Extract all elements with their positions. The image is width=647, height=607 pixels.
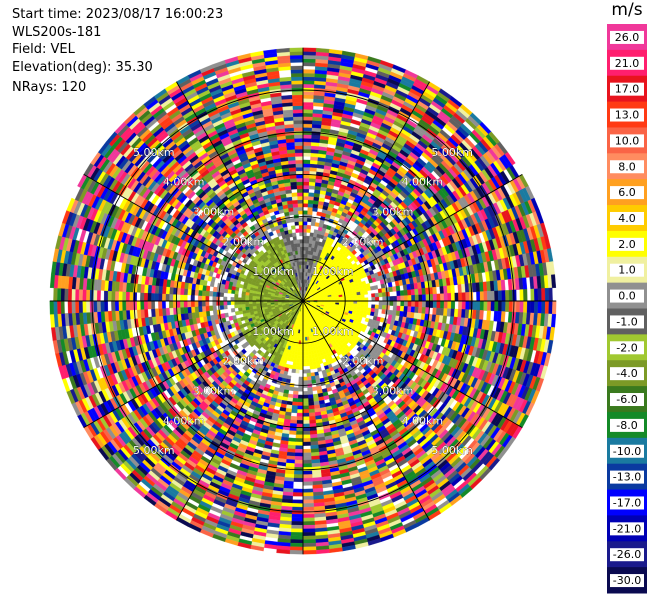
ring-label: 1.00km [312, 265, 354, 278]
instrument-label: WLS200s-181 [12, 24, 102, 40]
azimuth-spoke [302, 174, 523, 302]
colorbar-tick-bg [610, 134, 644, 148]
colorbar-tick-bg [610, 289, 644, 303]
ring-label: 4.00km [163, 176, 205, 189]
colorbar-tick-bg [610, 444, 644, 458]
ring-label: 4.00km [402, 176, 444, 189]
ring-label: 4.00km [163, 414, 205, 427]
colorbar-tick-bg [610, 263, 644, 277]
colorbar-tick-bg [610, 82, 644, 96]
azimuth-spoke [302, 300, 430, 521]
ring-label: 5.00km [431, 146, 473, 159]
nrays-label: NRays: 120 [12, 80, 87, 95]
colorbar-tick-bg [610, 160, 644, 174]
colorbar-tick-label: 13.0 [615, 109, 640, 122]
colorbar-tick-bg [610, 341, 644, 355]
azimuth-spoke [176, 81, 304, 302]
colorbar-tick-label: 6.0 [618, 186, 636, 199]
azimuth-spoke [83, 300, 304, 428]
colorbar-tick-label: 0.0 [618, 290, 636, 303]
azimuth-spoke [302, 300, 523, 428]
colorbar-tick-label: -4.0 [616, 367, 637, 380]
colorbar-tick-label: 10.0 [615, 134, 640, 147]
colorbar-tick-bg [610, 237, 644, 251]
colorbar-tick-bg [610, 548, 644, 562]
colorbar-tick-bg [610, 367, 644, 381]
colorbar-tick-label: 2.0 [618, 238, 636, 251]
colorbar-tick-label: -21.0 [613, 522, 641, 535]
start-time-label: Start time: 2023/08/17 16:00:23 [12, 7, 224, 22]
azimuth-spoke [83, 174, 304, 302]
field-label: Field: VEL [12, 42, 75, 57]
colorbar-tick-bg [610, 393, 644, 407]
colorbar-tick-label: -26.0 [613, 548, 641, 561]
colorbar-tick-bg [610, 496, 644, 510]
azimuth-spoke [302, 81, 430, 302]
ring-label: 4.00km [402, 414, 444, 427]
colorbar-tick-bg [610, 56, 644, 70]
colorbar-tick-label: -1.0 [616, 315, 637, 328]
colorbar-tick-bg [610, 211, 644, 225]
ring-label: 5.00km [133, 444, 175, 457]
colorbar-tick-label: 26.0 [615, 31, 640, 44]
colorbar-tick-label: 17.0 [615, 83, 640, 96]
azimuth-spoke [176, 300, 304, 521]
ring-label: 2.00km [223, 235, 265, 248]
azimuth-spokes [49, 47, 557, 555]
colorbar-tick-bg [610, 30, 644, 44]
ring-label: 1.00km [312, 325, 354, 338]
ring-label: 1.00km [252, 265, 294, 278]
colorbar-tick-label: -2.0 [616, 341, 637, 354]
colorbar-tick-label: 1.0 [618, 264, 636, 277]
colorbar-tick-label: -30.0 [613, 574, 641, 587]
colorbar-tick-bg [610, 108, 644, 122]
ring-labels: 1.00km 1.00km 1.00km 1.00km 2.00km 2.00km 2.00… [133, 146, 473, 458]
colorbar-tick-label: -8.0 [616, 419, 637, 432]
velocity-colorbar: 26.0 21.0 17.0 13.0 10.0 8.0 6.0 4.0 2.0 1.0 0.0 -1… [607, 24, 647, 594]
ring-label: 1.00km [252, 325, 294, 338]
colorbar-tick-label: -10.0 [613, 445, 641, 458]
colorbar-tick-bg [610, 315, 644, 329]
ring-label: 3.00km [372, 205, 414, 218]
elevation-label: Elevation(deg): 35.30 [12, 59, 153, 75]
colorbar-tick-label: 8.0 [618, 160, 636, 173]
ring-label: 2.00km [342, 235, 384, 248]
colorbar-tick-bg [610, 522, 644, 536]
colorbar-tick-bg [610, 470, 644, 484]
ring-label: 3.00km [193, 385, 235, 398]
colorbar-tick-label: 21.0 [615, 57, 640, 70]
colorbar-tick-label: -13.0 [613, 471, 641, 484]
colorbar-tick-bg [610, 186, 644, 200]
ring-label: 5.00km [431, 444, 473, 457]
scan-info-panel: Start time: 2023/08/17 16:00:23 WLS200s-… [12, 6, 223, 97]
colorbar-tick-bg [610, 418, 644, 432]
colorbar-tick-label: 4.0 [618, 212, 636, 225]
ring-label: 2.00km [342, 355, 384, 368]
colorbar-tick-label: -17.0 [613, 496, 641, 509]
colorbar-tick-bg [610, 574, 644, 588]
ring-label: 5.00km [133, 146, 175, 159]
ring-label: 2.00km [223, 355, 265, 368]
colorbar-unit-label: m/s [611, 0, 643, 20]
ring-label: 3.00km [372, 385, 414, 398]
colorbar-tick-label: -6.0 [616, 393, 637, 406]
ring-label: 3.00km [193, 205, 235, 218]
